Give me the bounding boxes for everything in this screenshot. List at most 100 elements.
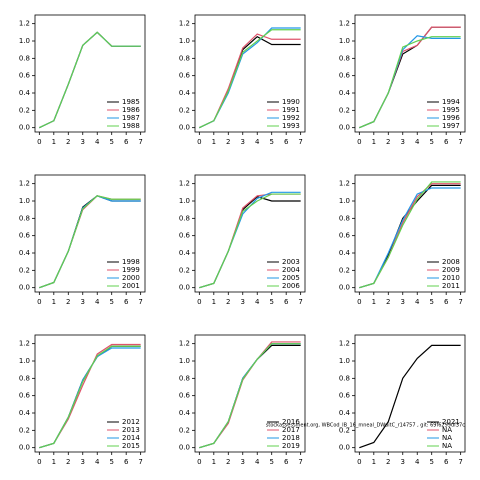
legend-label: 1999 bbox=[122, 266, 140, 274]
y-tick-label: 0.6 bbox=[339, 392, 351, 400]
legend-label: 1992 bbox=[282, 114, 300, 122]
x-tick-label: 1 bbox=[52, 458, 56, 466]
x-tick-label: 7 bbox=[138, 458, 142, 466]
x-tick-label: 1 bbox=[372, 458, 376, 466]
x-tick-label: 2 bbox=[386, 458, 390, 466]
legend-label: NA bbox=[442, 426, 452, 434]
x-tick-label: 0 bbox=[197, 298, 201, 306]
x-tick-label: 6 bbox=[124, 138, 129, 146]
legend-label: 2010 bbox=[442, 274, 460, 282]
y-tick-label: 1.0 bbox=[339, 37, 350, 45]
y-tick-label: 1.2 bbox=[339, 340, 350, 348]
y-tick-label: 0.2 bbox=[339, 266, 350, 274]
x-tick-label: 0 bbox=[197, 458, 201, 466]
x-tick-label: 3 bbox=[401, 298, 405, 306]
legend-label: NA bbox=[442, 434, 452, 442]
legend-label: 2003 bbox=[282, 258, 300, 266]
plot-frame bbox=[354, 174, 466, 293]
series-line bbox=[39, 345, 141, 449]
legend-label: 2006 bbox=[282, 282, 300, 290]
y-tick-label: 0.4 bbox=[19, 89, 31, 97]
legend-label: 1996 bbox=[442, 114, 460, 122]
y-tick-label: 0.0 bbox=[19, 444, 30, 452]
y-tick-label: 0.8 bbox=[19, 54, 30, 62]
x-tick-label: 1 bbox=[372, 298, 376, 306]
y-tick-label: 0.4 bbox=[179, 249, 191, 257]
x-tick-label: 4 bbox=[255, 298, 260, 306]
y-tick-label: 0.4 bbox=[339, 249, 351, 257]
x-tick-label: 0 bbox=[357, 458, 361, 466]
y-tick-label: 0.8 bbox=[179, 54, 190, 62]
legend-label: 2018 bbox=[282, 434, 300, 442]
legend-label: 1987 bbox=[122, 114, 140, 122]
legend-label: 2009 bbox=[442, 266, 460, 274]
x-tick-label: 4 bbox=[95, 458, 100, 466]
legend-label: 1998 bbox=[122, 258, 140, 266]
legend-label: NA bbox=[442, 442, 452, 450]
x-tick-label: 6 bbox=[124, 298, 129, 306]
y-tick-label: 1.2 bbox=[179, 20, 190, 28]
x-tick-label: 5 bbox=[109, 298, 113, 306]
legend-label: 1985 bbox=[122, 98, 140, 106]
x-tick-label: 3 bbox=[241, 138, 245, 146]
x-tick-label: 2 bbox=[226, 458, 230, 466]
legend-label: 1993 bbox=[282, 122, 300, 130]
x-tick-label: 5 bbox=[109, 458, 113, 466]
x-tick-label: 3 bbox=[81, 138, 85, 146]
y-tick-label: 0.0 bbox=[179, 124, 190, 132]
y-tick-label: 1.2 bbox=[339, 180, 350, 188]
y-tick-label: 0.8 bbox=[179, 374, 190, 382]
x-tick-label: 2 bbox=[66, 458, 70, 466]
legend-label: 1991 bbox=[282, 106, 300, 114]
x-tick-label: 6 bbox=[444, 138, 449, 146]
y-tick-label: 0.6 bbox=[339, 232, 351, 240]
x-tick-label: 6 bbox=[284, 138, 289, 146]
x-tick-label: 5 bbox=[429, 458, 433, 466]
legend-label: 2016 bbox=[282, 418, 300, 426]
legend-label: 2001 bbox=[122, 282, 140, 290]
x-tick-label: 2 bbox=[386, 138, 390, 146]
plot-frame bbox=[194, 174, 306, 293]
y-tick-label: 0.2 bbox=[339, 106, 350, 114]
y-tick-label: 1.0 bbox=[339, 357, 350, 365]
x-tick-label: 1 bbox=[372, 138, 376, 146]
x-tick-label: 6 bbox=[444, 298, 449, 306]
legend-label: 2021 bbox=[442, 418, 460, 426]
x-tick-label: 2 bbox=[66, 138, 70, 146]
y-tick-label: 0.2 bbox=[179, 426, 190, 434]
x-tick-label: 5 bbox=[429, 138, 433, 146]
x-tick-label: 3 bbox=[241, 458, 245, 466]
annotation: stockassessment.org, WBCod_IB_16_mneal_D… bbox=[266, 423, 465, 429]
y-tick-label: 0.0 bbox=[179, 284, 190, 292]
y-tick-label: 0.6 bbox=[179, 232, 191, 240]
legend-label: 1995 bbox=[442, 106, 460, 114]
y-tick-label: 0.2 bbox=[179, 106, 190, 114]
y-tick-label: 0.2 bbox=[19, 106, 30, 114]
series-line bbox=[359, 344, 461, 449]
x-tick-label: 5 bbox=[269, 138, 273, 146]
legend-label: 1990 bbox=[282, 98, 300, 106]
series-line bbox=[199, 29, 301, 129]
x-tick-label: 7 bbox=[298, 138, 302, 146]
x-tick-label: 6 bbox=[444, 458, 449, 466]
x-tick-label: 4 bbox=[95, 298, 100, 306]
plot-frame bbox=[34, 334, 146, 453]
x-tick-label: 7 bbox=[138, 298, 142, 306]
x-tick-label: 5 bbox=[429, 298, 433, 306]
legend-label: 2005 bbox=[282, 274, 300, 282]
y-tick-label: 0.0 bbox=[339, 284, 350, 292]
legend-label: 1994 bbox=[442, 98, 460, 106]
series-line bbox=[199, 193, 301, 289]
y-tick-label: 1.0 bbox=[179, 197, 190, 205]
legend-label: 2004 bbox=[282, 266, 300, 274]
y-tick-label: 1.0 bbox=[19, 37, 30, 45]
y-tick-label: 1.2 bbox=[19, 180, 30, 188]
y-tick-label: 1.0 bbox=[339, 197, 350, 205]
legend-label: 2000 bbox=[122, 274, 140, 282]
y-tick-label: 0.4 bbox=[179, 89, 191, 97]
y-tick-label: 1.2 bbox=[19, 340, 30, 348]
y-tick-label: 0.8 bbox=[19, 214, 30, 222]
y-tick-label: 0.6 bbox=[339, 72, 351, 80]
y-tick-label: 0.0 bbox=[179, 444, 190, 452]
